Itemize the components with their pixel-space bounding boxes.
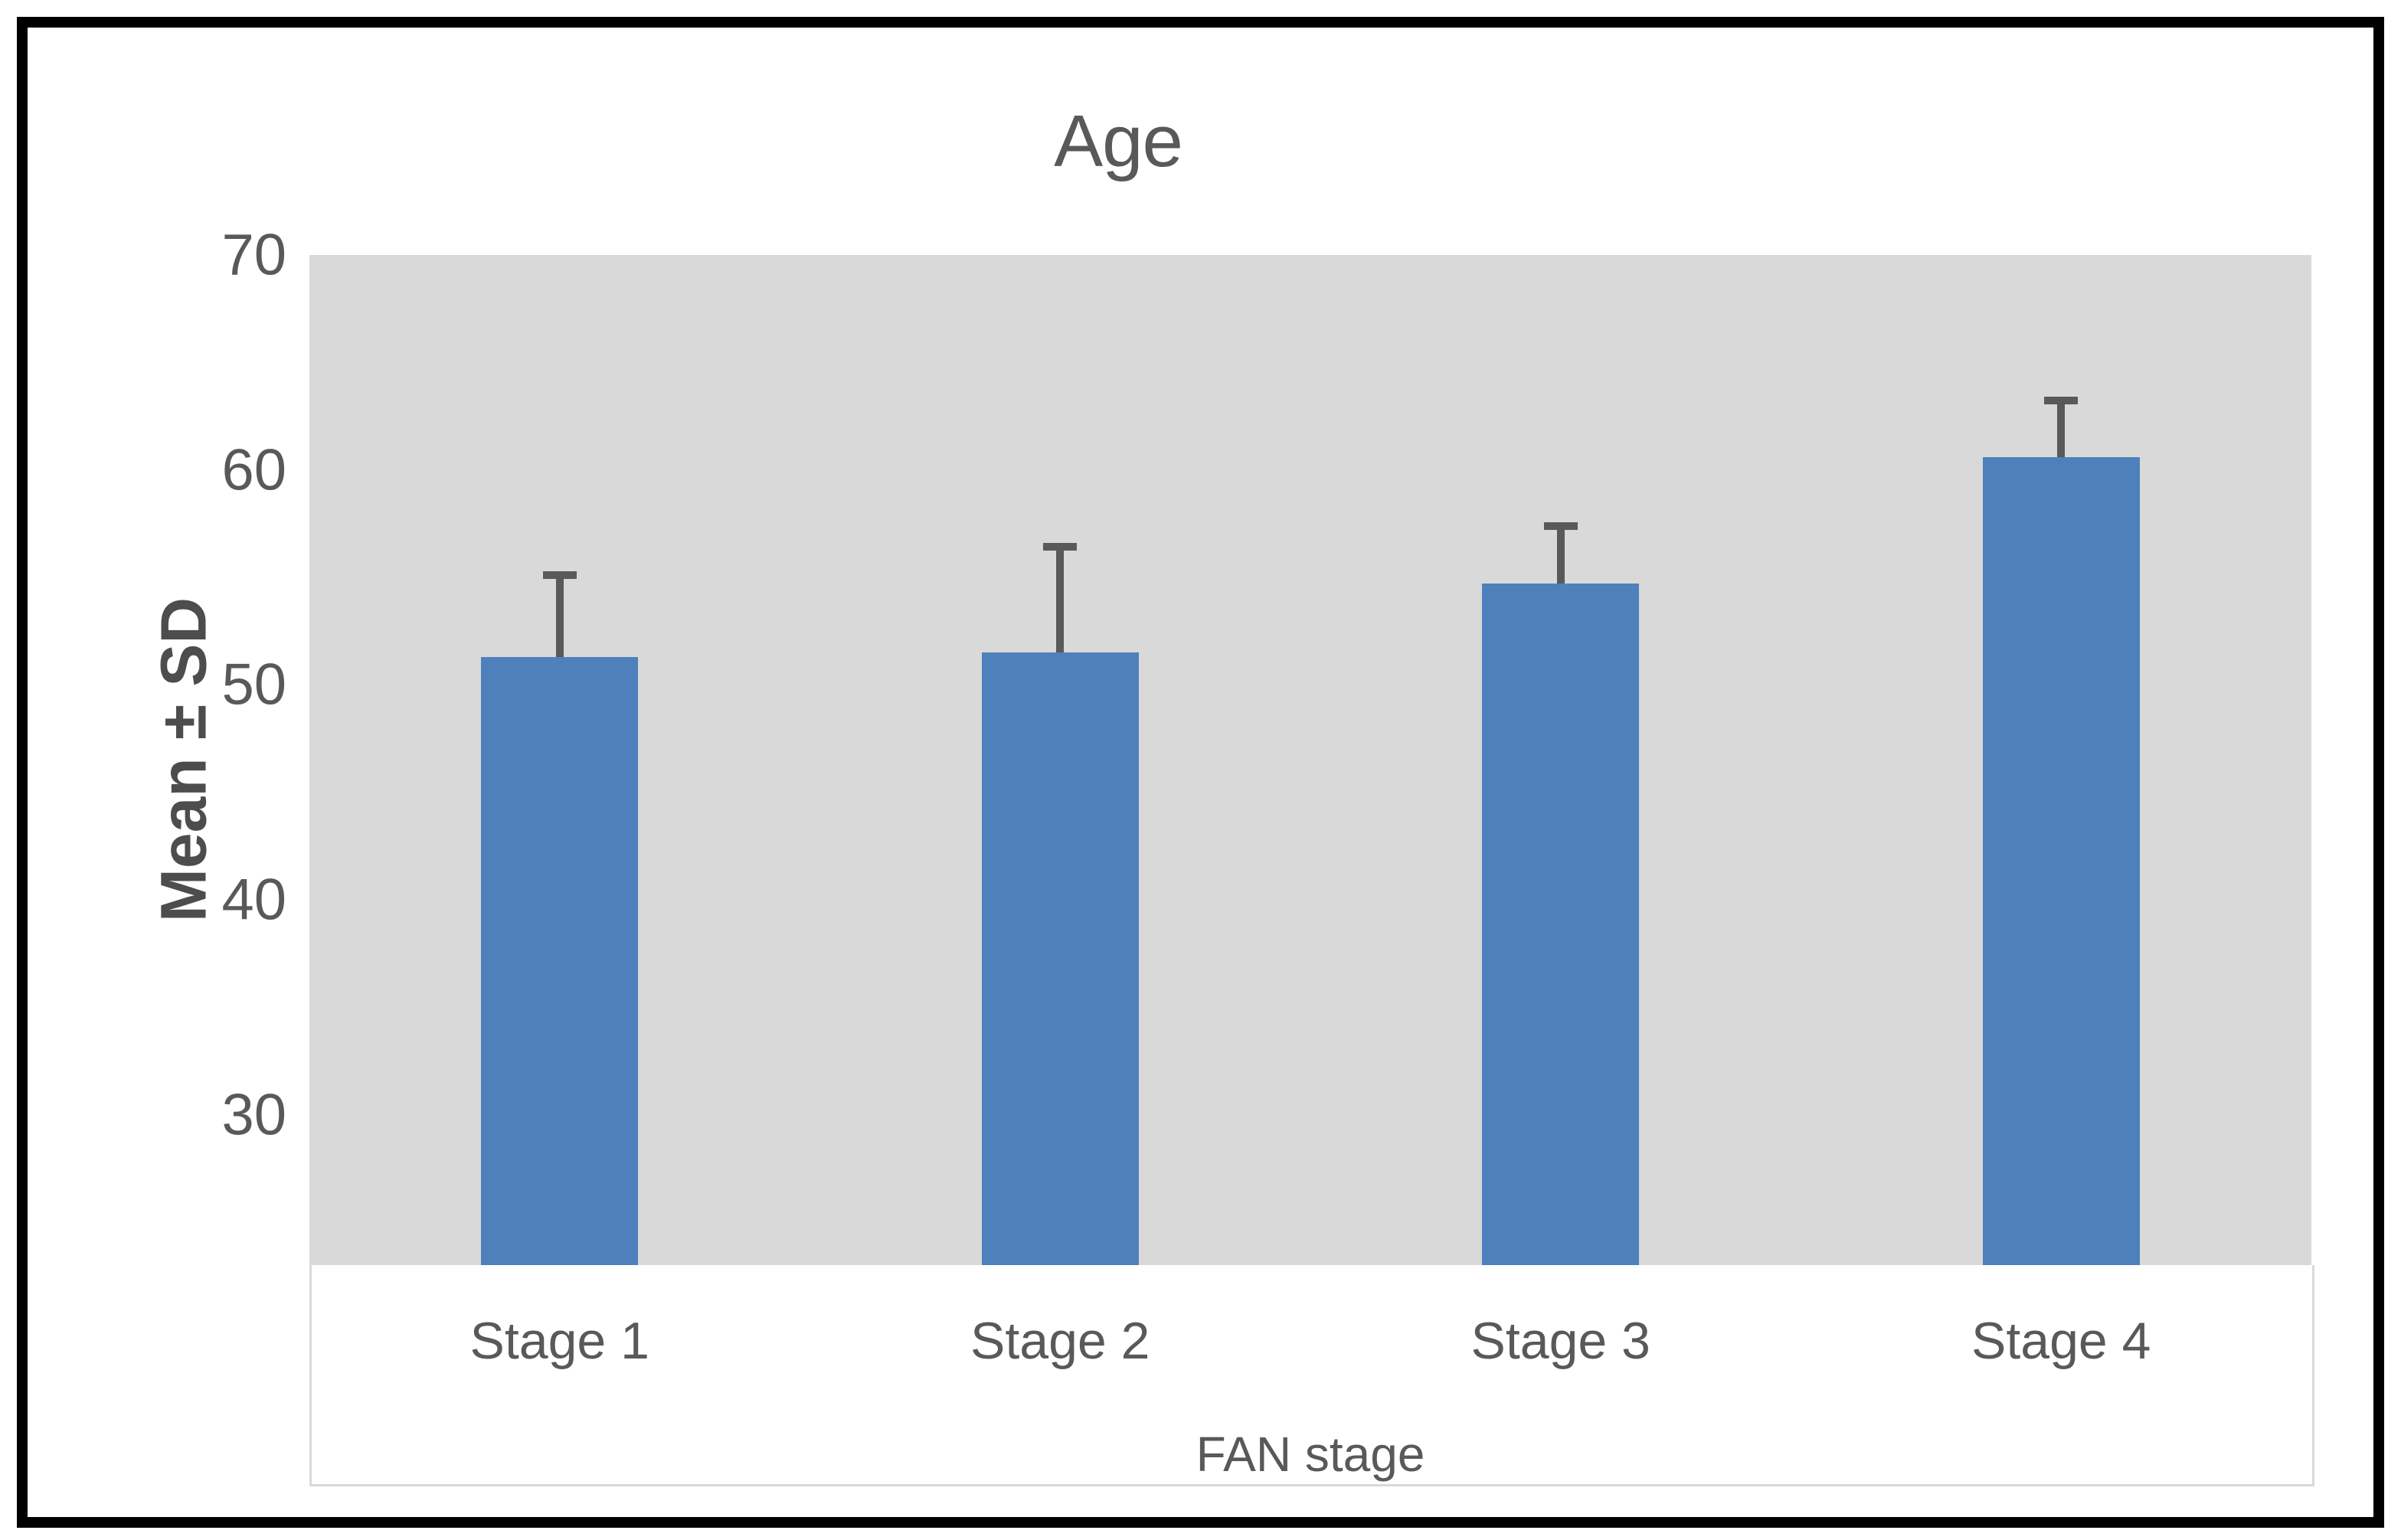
error-cap-stage-2: [1043, 543, 1078, 551]
y-tick-label-70: 70: [221, 222, 286, 288]
error-cap-stage-4: [2044, 397, 2079, 405]
x-axis-label-area: [309, 1265, 2314, 1486]
error-whisker-stage-1: [555, 571, 564, 657]
x-category-label-stage-4: Stage 4: [1971, 1312, 2151, 1370]
error-cap-stage-3: [1543, 522, 1578, 531]
y-tick-label-40: 40: [221, 867, 286, 933]
y-tick-label-60: 60: [221, 437, 286, 503]
bar-stage-3: [1482, 584, 1640, 1265]
y-tick-label-50: 50: [221, 652, 286, 718]
bar-stage-4: [1982, 456, 2140, 1265]
bar-stage-1: [481, 656, 639, 1265]
error-whisker-stage-4: [2057, 397, 2066, 457]
error-whisker-stage-3: [1556, 522, 1565, 584]
plot-area: [309, 255, 2311, 1265]
chart-title: Age: [1054, 100, 1183, 182]
x-axis-title: FAN stage: [1196, 1427, 1425, 1482]
error-whisker-stage-2: [1056, 543, 1065, 653]
x-category-label-stage-3: Stage 3: [1470, 1312, 1650, 1370]
x-category-label-stage-2: Stage 2: [970, 1312, 1150, 1370]
x-category-label-stage-1: Stage 1: [469, 1312, 649, 1370]
y-tick-label-30: 30: [221, 1082, 286, 1148]
error-cap-stage-1: [542, 571, 577, 579]
bar-stage-2: [981, 652, 1139, 1265]
